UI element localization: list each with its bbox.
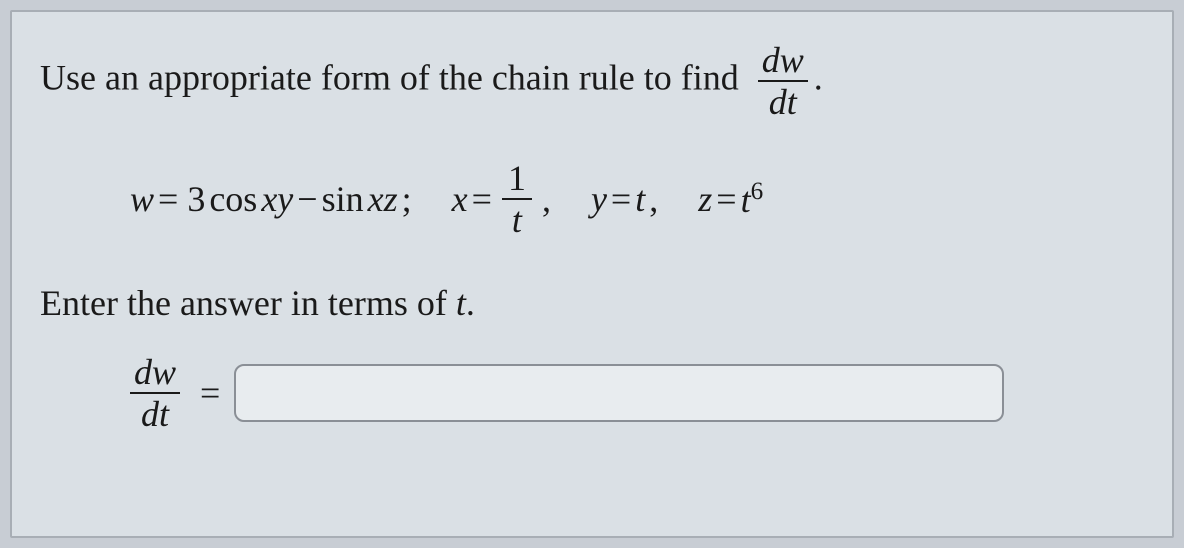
equation-t: t bbox=[635, 178, 645, 220]
answer-den: dt bbox=[130, 394, 180, 432]
instruction-period: . bbox=[814, 57, 823, 97]
derivative-denominator: dt bbox=[758, 82, 808, 120]
equation-exponent: 6 bbox=[751, 178, 764, 205]
equation-minus: − bbox=[297, 178, 317, 220]
equation-cos: cos bbox=[209, 178, 257, 220]
answer-equals: = bbox=[200, 372, 220, 414]
answer-row: dw dt = bbox=[120, 354, 1144, 432]
enter-instruction: Enter the answer in terms of t. bbox=[40, 282, 1144, 324]
equation-xy: xy bbox=[261, 178, 293, 220]
equation-line: w = 3 cos xy − sin xz ; x = 1 t , y = t … bbox=[130, 160, 1144, 238]
equation-xz: xz bbox=[368, 178, 398, 220]
equation-frac-num: 1 bbox=[502, 160, 532, 200]
equation-x: x bbox=[452, 178, 468, 220]
equation-sin: sin bbox=[322, 178, 364, 220]
answer-input[interactable] bbox=[234, 364, 1004, 422]
equation-eq3: = bbox=[611, 178, 631, 220]
problem-container: Use an appropriate form of the chain rul… bbox=[10, 10, 1174, 538]
answer-label: dw dt = bbox=[120, 354, 234, 432]
equation-semicolon: ; bbox=[402, 178, 412, 220]
enter-var: t bbox=[456, 283, 466, 323]
derivative-numerator: dw bbox=[758, 42, 808, 82]
equation-frac-den: t bbox=[502, 200, 532, 238]
equation-z: z bbox=[698, 178, 712, 220]
answer-fraction: dw dt bbox=[130, 354, 180, 432]
equation-fraction: 1 t bbox=[502, 160, 532, 238]
equation-tbase: t6 bbox=[741, 178, 764, 221]
derivative-fraction: dw dt bbox=[758, 42, 808, 120]
equation-comma2: , bbox=[649, 178, 658, 220]
equation-w: w bbox=[130, 178, 154, 220]
answer-num: dw bbox=[130, 354, 180, 394]
equation-y: y bbox=[591, 178, 607, 220]
instruction-text: Use an appropriate form of the chain rul… bbox=[40, 57, 739, 97]
enter-period: . bbox=[466, 283, 475, 323]
enter-text: Enter the answer in terms of bbox=[40, 283, 456, 323]
instruction-line: Use an appropriate form of the chain rul… bbox=[40, 42, 1144, 120]
equation-eq2: = bbox=[472, 178, 492, 220]
equation-eq1: = 3 bbox=[158, 178, 205, 220]
equation-eq4: = bbox=[716, 178, 736, 220]
equation-comma1: , bbox=[542, 178, 551, 220]
